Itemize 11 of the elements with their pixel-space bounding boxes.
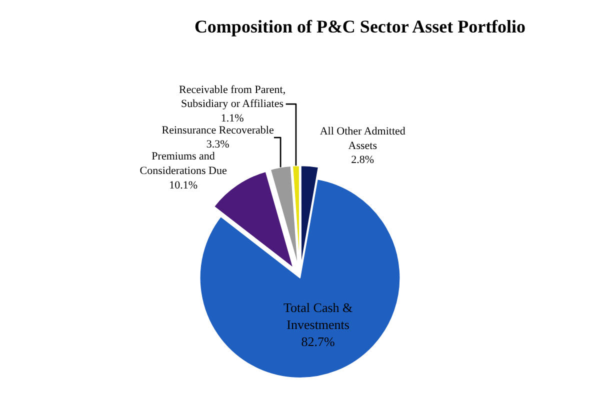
slice-label: All Other Admitted Assets: [320, 126, 406, 152]
slice-label: Premiums and Considerations Due: [140, 150, 227, 177]
data-label: 10.1%: [169, 179, 198, 192]
slice-label: Reinsurance Recoverable: [162, 124, 274, 136]
slice-label: Total Cash & Investments: [283, 300, 353, 332]
slice-label: Receivable from Parent, Subsidiary or Affiliates: [178, 84, 286, 110]
data-label: 1.1%: [220, 112, 244, 124]
chart-title: Composition of P&C Sector Asset Portfolio: [194, 16, 526, 37]
data-label: 82.7%: [301, 334, 336, 349]
data-label: 2.8%: [351, 154, 374, 166]
data-label: 3.3%: [206, 138, 230, 151]
